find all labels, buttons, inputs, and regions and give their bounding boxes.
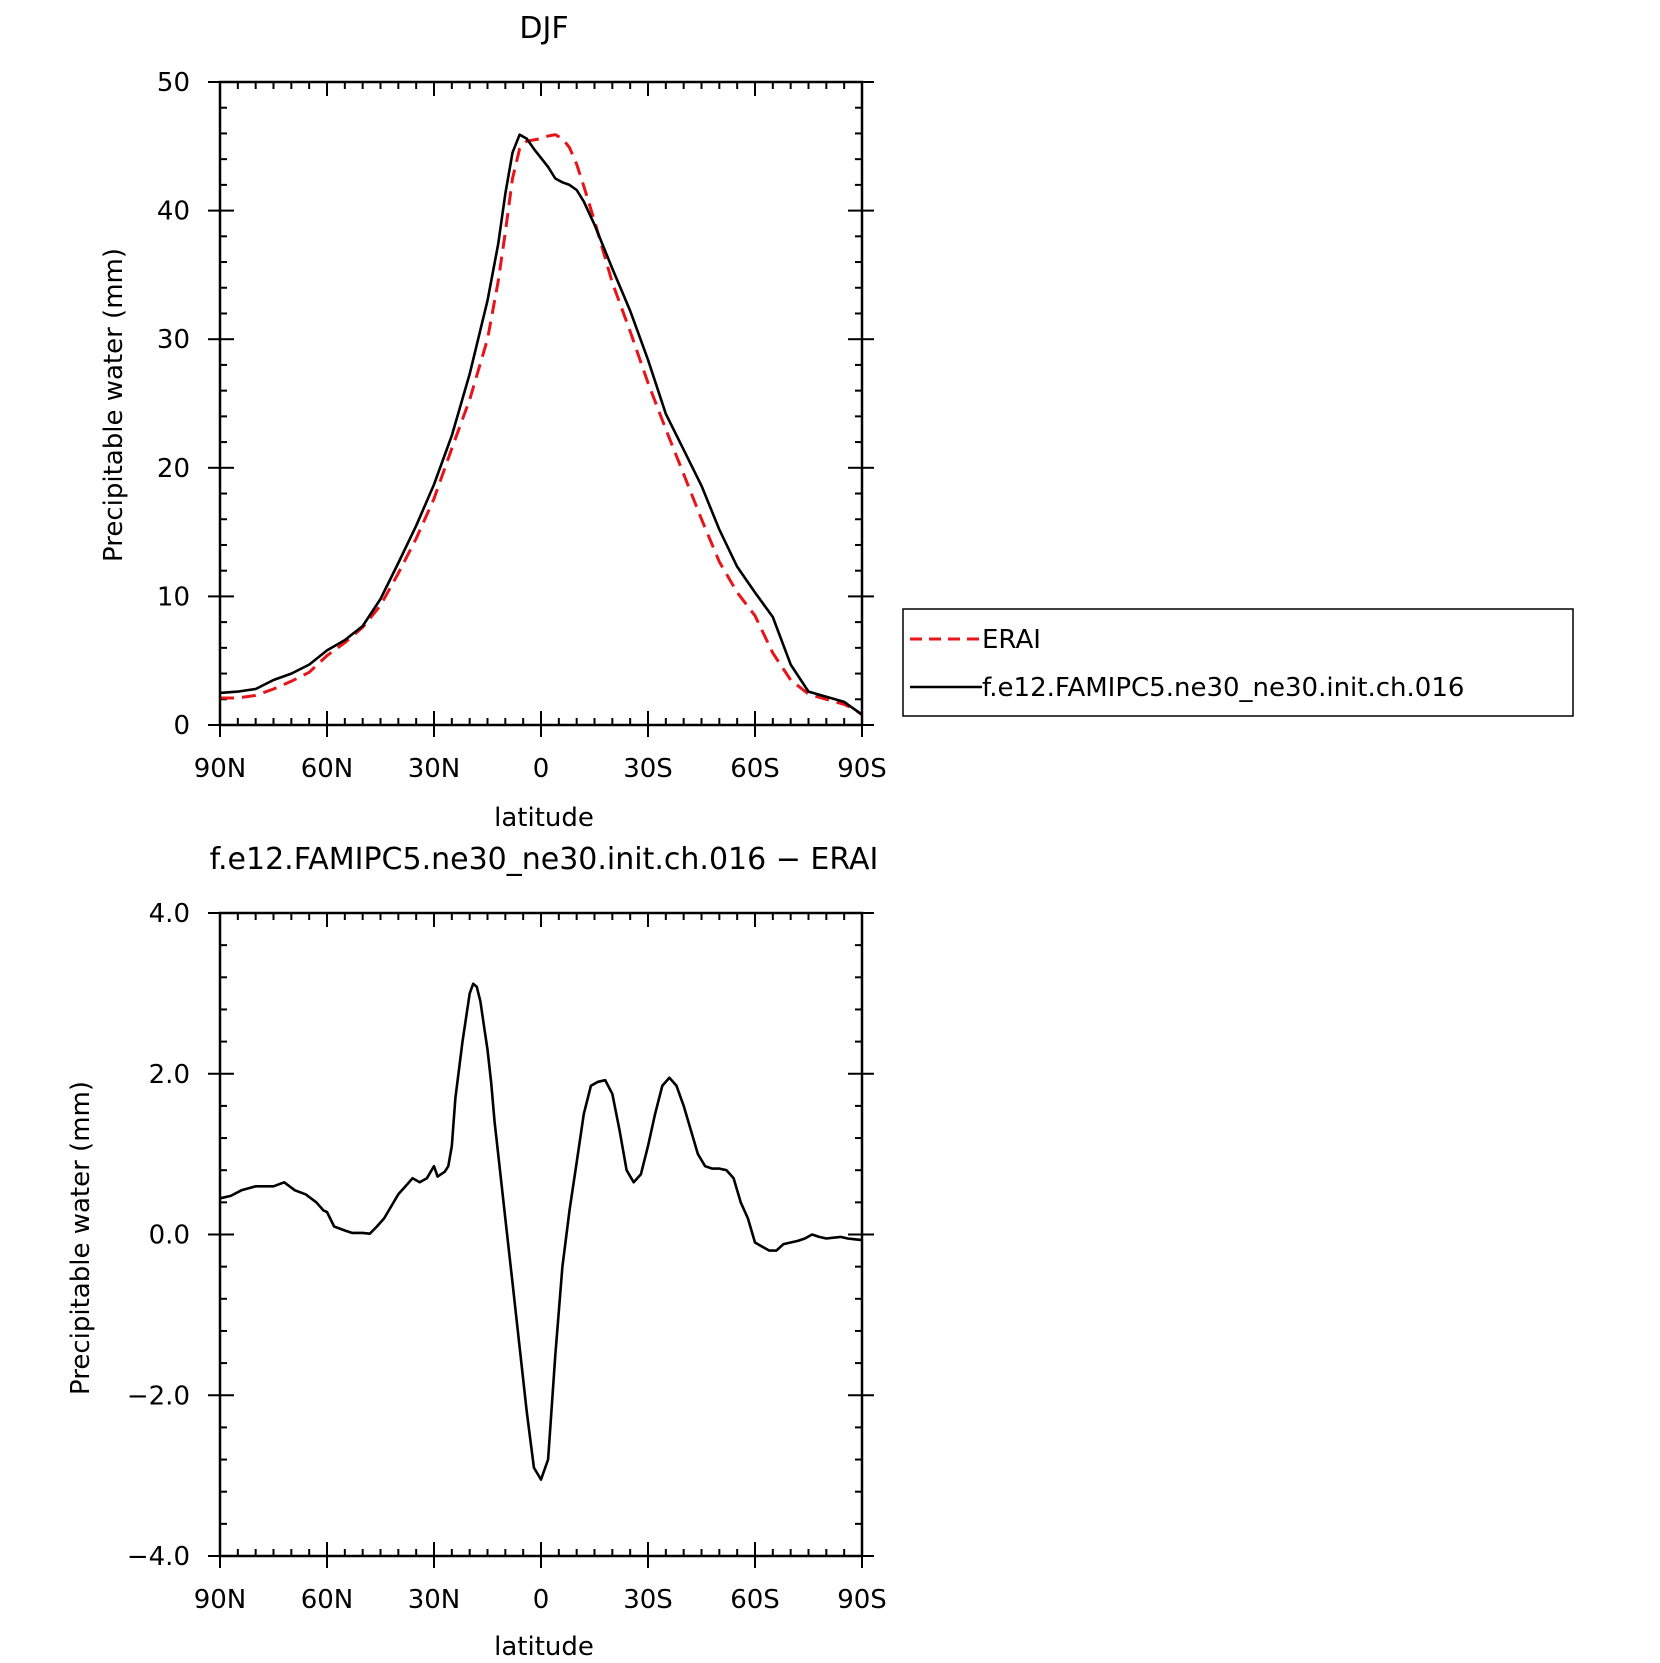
x-tick-label: 60S <box>730 1585 780 1615</box>
legend-label-erai: ERAI <box>982 625 1041 655</box>
x-tick-label: 90S <box>837 754 887 784</box>
top-plot-frame <box>218 80 864 727</box>
y-tick-label: 50 <box>157 68 190 98</box>
y-tick-label: 30 <box>157 325 190 355</box>
series-line-a <box>220 133 863 716</box>
x-tick-label: 90S <box>837 1585 887 1615</box>
x-tick-label: 0 <box>533 754 550 784</box>
top-y-axis-label: Precipitable water (mm) <box>99 248 129 562</box>
y-tick-label: 2.0 <box>149 1060 190 1090</box>
top-series-lines <box>219 133 863 716</box>
bottom-panel: f.e12.FAMIPC5.ne30_ne30.init.ch.016 − ER… <box>66 842 887 1662</box>
bottom-series-lines <box>219 982 863 1481</box>
x-tick-label: 60N <box>301 754 354 784</box>
series-line-b <box>219 133 863 716</box>
y-tick-label: 0.0 <box>149 1221 190 1251</box>
legend-label-model: f.e12.FAMIPC5.ne30_ne30.init.ch.016 <box>982 673 1464 703</box>
x-tick-label: 30N <box>408 1585 461 1615</box>
bottom-chart-title: f.e12.FAMIPC5.ne30_ne30.init.ch.016 − ER… <box>210 842 879 877</box>
y-tick-label: 0 <box>173 711 190 741</box>
y-tick-label: 20 <box>157 454 190 484</box>
top-panel: DJF Precipitable water (mm) latitude 90N… <box>99 11 1574 833</box>
top-x-axis-label: latitude <box>494 803 594 833</box>
x-tick-label: 90N <box>194 754 247 784</box>
y-tick-label: −4.0 <box>127 1542 190 1572</box>
y-tick-label: 10 <box>157 582 190 612</box>
bottom-plot-frame <box>218 911 864 1558</box>
y-tick-label: 40 <box>157 197 190 227</box>
y-tick-label: −2.0 <box>127 1381 190 1411</box>
x-tick-label: 0 <box>533 1585 550 1615</box>
x-tick-label: 30N <box>408 754 461 784</box>
y-tick-label: 4.0 <box>149 899 190 929</box>
series-line-a <box>219 982 863 1481</box>
x-tick-label: 90N <box>194 1585 247 1615</box>
legend: ERAI f.e12.FAMIPC5.ne30_ne30.init.ch.016 <box>902 608 1574 717</box>
bottom-y-axis-label: Precipitable water (mm) <box>66 1081 96 1395</box>
x-tick-label: 60N <box>301 1585 354 1615</box>
x-tick-label: 30S <box>623 1585 673 1615</box>
top-chart-title: DJF <box>519 11 568 46</box>
x-tick-label: 30S <box>623 754 673 784</box>
x-tick-label: 60S <box>730 754 780 784</box>
bottom-x-axis-label: latitude <box>494 1632 594 1662</box>
top-tick-labels: 90N 60N 30N 0 30S 60S 90S 0 10 20 30 40 50 <box>157 68 887 784</box>
legend-box <box>902 608 1574 717</box>
bottom-tick-labels: 90N 60N 30N 0 30S 60S 90S −4.0 −2.0 0.0 2.0 4.0 <box>127 899 887 1615</box>
